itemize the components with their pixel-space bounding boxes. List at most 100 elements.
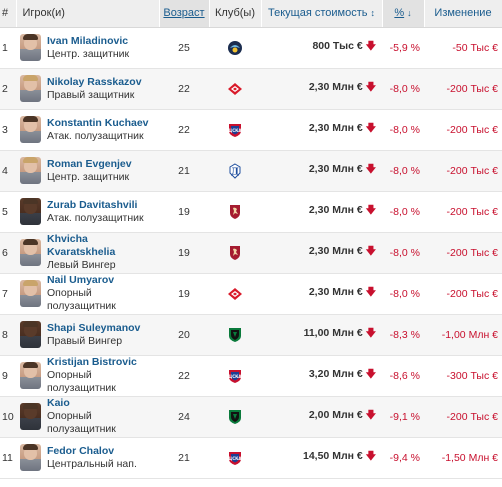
percent-change: -8,0 % xyxy=(389,82,420,95)
table-row: 2 Nikolay Rasskazov Правый защитник 22 2… xyxy=(0,68,502,109)
spartak-logo-icon[interactable] xyxy=(227,81,243,97)
player-position: Центр. защитник xyxy=(47,47,130,60)
player-name-link[interactable]: Fedor Chalov xyxy=(47,444,115,457)
club-cell[interactable] xyxy=(209,396,261,437)
club-cell[interactable]: Д xyxy=(209,150,261,191)
row-number: 10 xyxy=(2,410,14,423)
club-cell[interactable] xyxy=(209,191,261,232)
header-value[interactable]: Текущая стоимость ↕ xyxy=(261,0,383,28)
club-cell[interactable]: ЦСКА xyxy=(209,109,261,150)
club-cell[interactable] xyxy=(209,314,261,355)
header-percent-label[interactable]: % xyxy=(394,7,405,20)
row-number: 9 xyxy=(2,369,8,382)
spartak-logo-icon[interactable] xyxy=(227,286,243,302)
player-photo[interactable] xyxy=(20,75,41,102)
cska-logo-icon[interactable]: ЦСКА xyxy=(227,450,243,466)
cska-logo-icon[interactable]: ЦСКА xyxy=(227,368,243,384)
market-value: 14,50 Млн € 🡇 xyxy=(303,450,376,462)
row-number: 3 xyxy=(2,123,8,136)
header-club: Клуб(ы) xyxy=(209,0,262,28)
percent-change: -8,0 % xyxy=(389,287,420,300)
row-number: 2 xyxy=(2,82,8,95)
player-cell: Zurab Davitashvili Атак. полузащитник xyxy=(16,191,159,232)
player-photo[interactable] xyxy=(20,321,41,348)
club-cell[interactable] xyxy=(209,68,261,109)
table-row: 1 Ivan Miladinovic Центр. защитник 25 80… xyxy=(0,27,502,68)
player-name-link[interactable]: Kaio xyxy=(47,397,70,409)
header-percent[interactable]: % ↓ xyxy=(382,0,425,28)
player-name-link[interactable]: Nail Umyarov xyxy=(47,274,115,286)
dynamo-logo-icon[interactable]: Д xyxy=(227,162,243,179)
arrow-down-icon: 🡇 xyxy=(365,41,376,52)
player-name-link[interactable]: Ivan Miladinovic xyxy=(47,34,129,47)
header-value-label[interactable]: Текущая стоимость xyxy=(268,7,368,20)
player-photo[interactable] xyxy=(20,403,41,430)
row-number: 4 xyxy=(2,164,8,177)
svg-text:ЦСКА: ЦСКА xyxy=(228,374,242,379)
player-photo[interactable] xyxy=(20,444,41,471)
player-name-link[interactable]: Shapi Suleymanov xyxy=(47,321,141,334)
club-cell[interactable]: ЦСКА xyxy=(209,355,261,396)
sochi-logo-icon[interactable] xyxy=(227,40,243,56)
rubin-logo-icon[interactable] xyxy=(227,204,243,220)
header-age-label[interactable]: Возраст xyxy=(163,7,205,20)
player-photo[interactable] xyxy=(20,34,41,61)
value-change: -200 Тыс € xyxy=(446,205,498,218)
player-photo[interactable] xyxy=(20,198,41,225)
club-cell[interactable] xyxy=(209,232,261,273)
table-row: 9 Kristijan Bistrovic Опорный полузащитн… xyxy=(0,355,502,396)
sort-updown-icon[interactable]: ↕ xyxy=(370,8,375,19)
value-change: -200 Тыс € xyxy=(446,246,498,259)
club-cell[interactable] xyxy=(209,27,261,68)
table-row: 10 Kaio Опорный полузащитник 24 2,00 Млн… xyxy=(0,396,502,437)
row-number: 5 xyxy=(2,205,8,218)
player-name-link[interactable]: Khvicha Kvaratskhelia xyxy=(47,233,116,258)
value-change: -50 Тыс € xyxy=(452,41,498,54)
player-photo[interactable] xyxy=(20,239,41,266)
player-photo[interactable] xyxy=(20,157,41,184)
player-age: 19 xyxy=(178,246,190,259)
player-position: Правый защитник xyxy=(47,88,135,101)
value-change: -200 Тыс € xyxy=(446,164,498,177)
krasnodar-logo-icon[interactable] xyxy=(227,409,243,425)
market-value: 2,30 Млн € 🡇 xyxy=(308,122,376,134)
percent-change: -8,0 % xyxy=(389,164,420,177)
player-cell: Fedor Chalov Центральный нап. xyxy=(16,437,159,478)
arrow-down-icon: 🡇 xyxy=(365,328,376,339)
table-header: # Игрок(и) Возраст Клуб(ы) Текущая стоим… xyxy=(0,0,502,28)
market-value: 2,30 Млн € 🡇 xyxy=(308,245,376,257)
player-cell: Nail Umyarov Опорный полузащитник xyxy=(16,273,159,314)
player-photo[interactable] xyxy=(20,362,41,389)
player-name-link[interactable]: Roman Evgenjev xyxy=(47,157,132,170)
player-name-link[interactable]: Zurab Davitashvili xyxy=(47,198,138,211)
player-photo[interactable] xyxy=(20,280,41,307)
arrow-down-icon: 🡇 xyxy=(365,287,376,298)
market-value: 3,20 Млн € 🡇 xyxy=(308,368,376,380)
header-change-label[interactable]: Изменение xyxy=(434,7,492,20)
value-change: -200 Тыс € xyxy=(446,287,498,300)
club-cell[interactable]: ЦСКА xyxy=(209,437,261,478)
player-age: 24 xyxy=(178,410,190,423)
svg-text:ЦСКА: ЦСКА xyxy=(228,128,242,133)
market-value: 2,00 Млн € 🡇 xyxy=(308,409,376,421)
club-cell[interactable] xyxy=(209,273,261,314)
cska-logo-icon[interactable]: ЦСКА xyxy=(227,122,243,138)
player-position: Центральный нап. xyxy=(47,457,137,470)
player-photo[interactable] xyxy=(20,116,41,143)
header-change[interactable]: Изменение xyxy=(424,0,502,28)
arrow-down-icon: 🡇 xyxy=(365,451,376,462)
percent-change: -8,0 % xyxy=(389,246,420,259)
sort-down-icon[interactable]: ↓ xyxy=(407,8,412,19)
rubin-logo-icon[interactable] xyxy=(227,245,243,261)
krasnodar-logo-icon[interactable] xyxy=(227,327,243,343)
player-cell: Roman Evgenjev Центр. защитник xyxy=(16,150,159,191)
header-age[interactable]: Возраст xyxy=(159,0,210,28)
player-name-link[interactable]: Kristijan Bistrovic xyxy=(47,356,137,368)
table-row: 3 Konstantin Kuchaev Атак. полузащитник … xyxy=(0,109,502,150)
player-name-link[interactable]: Konstantin Kuchaev xyxy=(47,116,149,129)
player-age: 20 xyxy=(178,328,190,341)
market-value: 2,30 Млн € 🡇 xyxy=(308,204,376,216)
player-name-link[interactable]: Nikolay Rasskazov xyxy=(47,75,142,88)
player-position: Центр. защитник xyxy=(47,170,130,183)
